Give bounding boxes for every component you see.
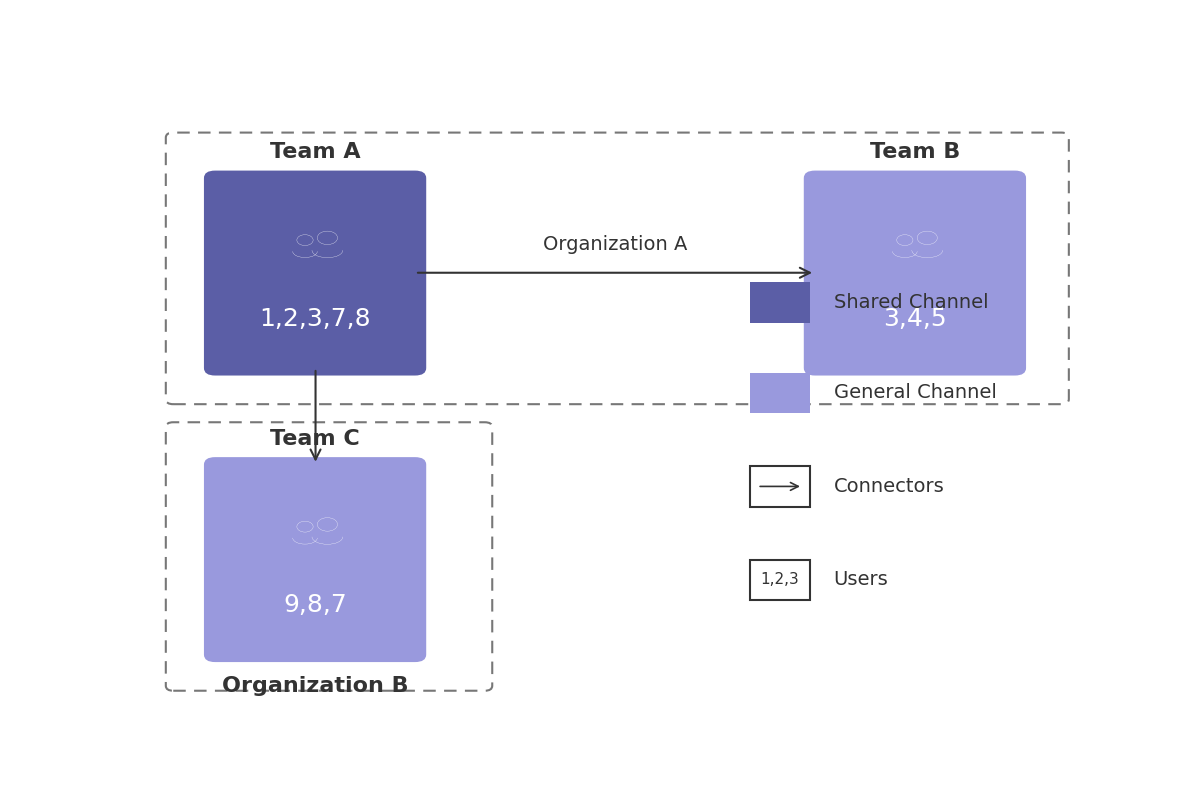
Text: Organization B: Organization B: [222, 676, 408, 697]
Text: 1,2,3: 1,2,3: [761, 572, 799, 587]
Text: Team B: Team B: [870, 142, 960, 163]
Bar: [750, 560, 810, 600]
Text: 9,8,7: 9,8,7: [283, 593, 347, 617]
Text: General Channel: General Channel: [834, 383, 996, 402]
FancyBboxPatch shape: [804, 171, 1026, 375]
Text: Team C: Team C: [270, 429, 360, 449]
FancyBboxPatch shape: [204, 171, 426, 375]
Bar: [750, 466, 810, 506]
Text: Connectors: Connectors: [834, 477, 944, 496]
FancyBboxPatch shape: [204, 457, 426, 662]
Bar: [750, 373, 810, 413]
Text: 3,4,5: 3,4,5: [883, 307, 947, 331]
Text: Team A: Team A: [270, 142, 360, 163]
Text: Users: Users: [834, 570, 888, 589]
Bar: [750, 282, 810, 323]
Text: Shared Channel: Shared Channel: [834, 293, 988, 312]
Text: Organization A: Organization A: [542, 235, 688, 254]
Text: 1,2,3,7,8: 1,2,3,7,8: [259, 307, 371, 331]
